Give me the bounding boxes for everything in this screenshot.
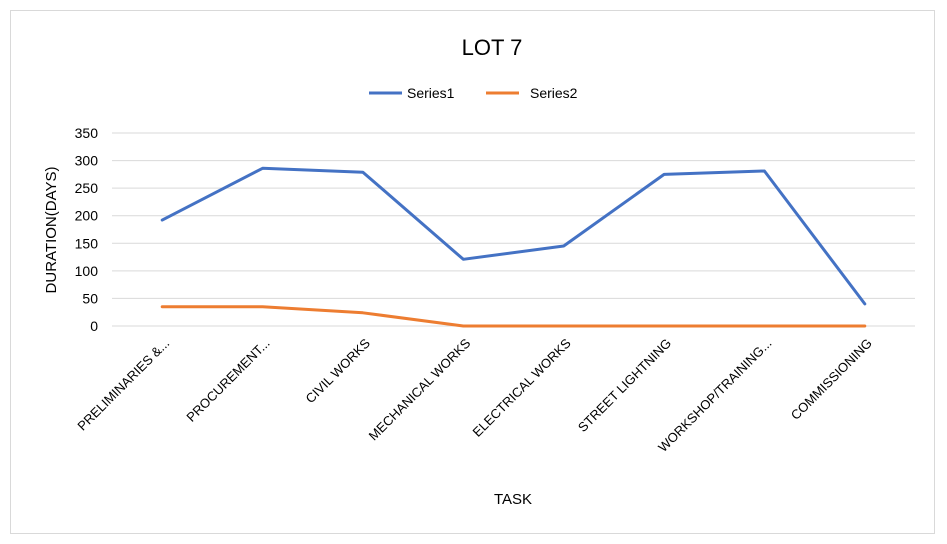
x-category-label: STREET LIGHTNING [575, 336, 674, 435]
series-line-1 [160, 166, 867, 306]
y-tick-label: 50 [82, 290, 98, 306]
gridlines [112, 132, 915, 327]
x-axis-categories: PRELIMINARIES &... PROCUREMENT... CIVIL WO… [74, 335, 875, 455]
chart-title: LOT 7 [462, 35, 523, 60]
y-tick-label: 350 [75, 125, 99, 141]
legend-label-series2: Series2 [530, 85, 578, 101]
y-tick-label: 250 [75, 180, 99, 196]
x-category-label: ELECTRICAL WORKS [470, 335, 574, 439]
y-axis-title: DURATION(DAYS) [43, 167, 60, 294]
y-axis-ticks: 0 50 100 150 200 250 300 350 [75, 125, 99, 334]
x-category-label: CIVIL WORKS [303, 335, 374, 406]
x-category-label: PROCUREMENT... [183, 336, 272, 425]
legend: Series1 Series2 [369, 85, 578, 101]
y-tick-label: 300 [75, 153, 99, 169]
y-tick-label: 100 [75, 263, 99, 279]
x-category-label: MECHANICAL WORKS [366, 335, 474, 443]
legend-label-series1: Series1 [407, 85, 455, 101]
series-lines [160, 166, 867, 328]
x-category-label: PRELIMINARIES &... [74, 336, 172, 434]
y-tick-label: 0 [90, 318, 98, 334]
series-line-2 [160, 305, 867, 328]
x-category-label: WORKSHOP/TRAINING... [655, 336, 774, 455]
y-tick-label: 150 [75, 235, 99, 251]
chart-frame [10, 10, 935, 534]
x-category-label: COMMISSIONING [788, 336, 875, 423]
x-axis-title: TASK [494, 491, 532, 508]
y-tick-label: 200 [75, 208, 99, 224]
legend-item-series1: Series1 [369, 85, 455, 101]
legend-item-series2: Series2 [486, 85, 578, 101]
